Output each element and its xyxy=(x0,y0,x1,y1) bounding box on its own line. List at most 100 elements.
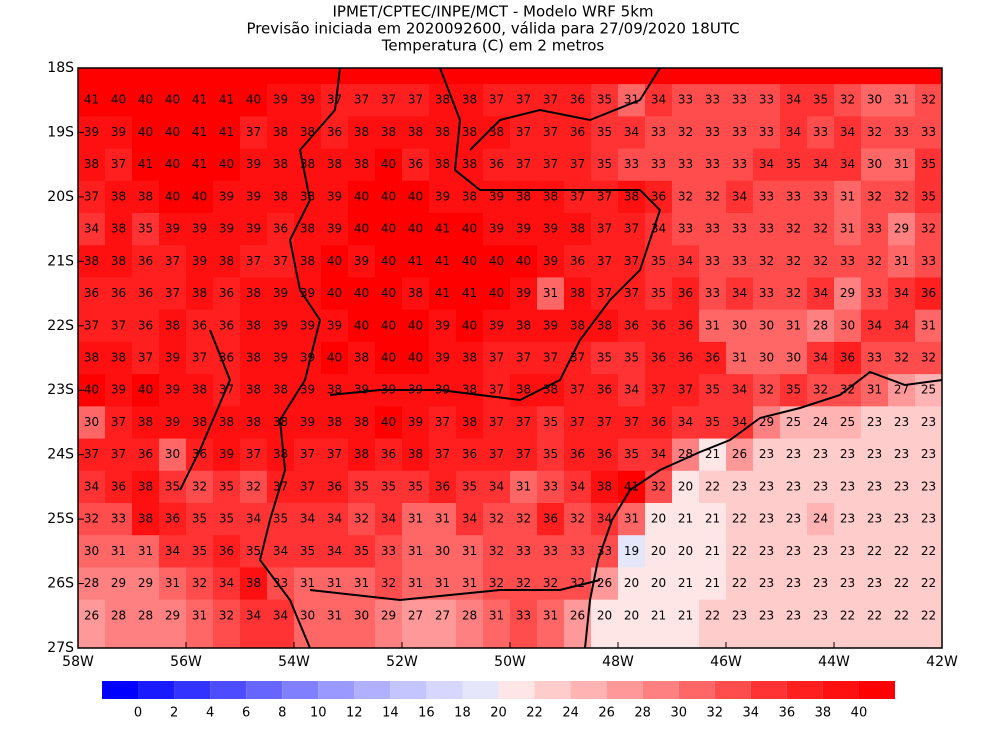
cell xyxy=(537,535,565,568)
cell-value: 35 xyxy=(408,479,423,493)
title: IPMET/CPTEC/INPE/MCT - Modelo WRF 5km xyxy=(332,3,653,21)
colorbar-label: 34 xyxy=(743,706,760,721)
cell xyxy=(780,438,808,472)
cell-value: 31 xyxy=(705,318,720,332)
y-tick-label: 23S xyxy=(47,382,74,398)
cell-value: 37 xyxy=(570,351,585,365)
axes: 58W 56W 54W 52W 50W 48W 46W 44W 42W 18S 19S 20S 21S 2… xyxy=(47,60,958,670)
cell-value: 27 xyxy=(894,383,909,397)
cell xyxy=(186,213,214,246)
cell-value: 34 xyxy=(651,93,666,107)
cell-value: 34 xyxy=(624,125,639,139)
cell xyxy=(267,84,295,117)
cell xyxy=(456,406,484,440)
cell-value: 39 xyxy=(192,254,207,268)
cell-value: 32 xyxy=(867,189,882,203)
cell xyxy=(591,470,619,504)
cell xyxy=(375,470,403,504)
cell-value: 31 xyxy=(624,512,639,526)
cell-value: 23 xyxy=(759,479,774,493)
cell-value: 40 xyxy=(381,318,396,332)
cell xyxy=(780,470,808,504)
cell-value: 29 xyxy=(759,415,774,429)
cell-value: 32 xyxy=(354,512,369,526)
cell xyxy=(618,567,646,601)
cell xyxy=(618,406,646,440)
cell xyxy=(78,277,106,311)
cell xyxy=(618,148,646,182)
cell-value: 38 xyxy=(462,125,477,139)
cell-value: 40 xyxy=(462,318,477,332)
cell xyxy=(645,503,673,536)
state-border xyxy=(469,67,661,151)
cell-value: 37 xyxy=(597,286,612,300)
cell xyxy=(807,277,835,311)
cell-value: 19 xyxy=(624,544,639,558)
cell-value: 36 xyxy=(408,157,423,171)
cell-value: 39 xyxy=(246,189,261,203)
cell-value: 37 xyxy=(489,415,504,429)
cell xyxy=(888,567,916,601)
cell-value: 31 xyxy=(408,544,423,558)
colorbar-box xyxy=(750,681,787,699)
cell-value: 34 xyxy=(678,415,693,429)
cell xyxy=(321,535,349,568)
cell-value: 28 xyxy=(138,608,153,622)
cell xyxy=(564,438,592,472)
cell-value: 23 xyxy=(894,512,909,526)
cell xyxy=(105,599,133,633)
cell xyxy=(807,84,835,117)
cell xyxy=(699,535,727,568)
cell xyxy=(510,535,538,568)
cell-value: 36 xyxy=(678,351,693,365)
cell-value: 38 xyxy=(84,351,99,365)
cell-value: 29 xyxy=(381,608,396,622)
cell xyxy=(456,374,484,407)
cell-value: 34 xyxy=(651,222,666,236)
cell xyxy=(483,341,511,375)
cell xyxy=(105,535,133,568)
cell-value: 32 xyxy=(246,479,261,493)
cell-value: 35 xyxy=(219,512,234,526)
cell xyxy=(429,180,457,214)
cell-value: 39 xyxy=(300,93,315,107)
cell xyxy=(132,470,160,504)
cell-value: 33 xyxy=(759,222,774,236)
cell xyxy=(132,535,160,568)
cell-value: 33 xyxy=(732,222,747,236)
cell xyxy=(132,116,160,150)
cell-value: 23 xyxy=(840,544,855,558)
cell xyxy=(483,277,511,311)
cell-value: 36 xyxy=(84,286,99,300)
cell-value: 25 xyxy=(840,415,855,429)
cell xyxy=(564,245,592,278)
cell-value: 23 xyxy=(813,576,828,590)
cell xyxy=(105,277,133,311)
cell xyxy=(186,470,214,504)
cell-value: 23 xyxy=(840,576,855,590)
cell xyxy=(591,148,619,182)
cell xyxy=(429,245,457,278)
cell xyxy=(267,341,295,375)
cell xyxy=(618,180,646,214)
cell-value: 35 xyxy=(813,93,828,107)
cell-value: 34 xyxy=(381,512,396,526)
cell-value: 30 xyxy=(867,93,882,107)
cell-value: 38 xyxy=(327,383,342,397)
colorbar-box xyxy=(138,681,175,699)
cell-value: 38 xyxy=(408,125,423,139)
cell xyxy=(753,470,781,504)
cell-value: 32 xyxy=(813,383,828,397)
colorbar-label: 24 xyxy=(562,706,579,721)
cell xyxy=(753,406,781,440)
cell xyxy=(591,116,619,150)
colorbar-label: 4 xyxy=(206,706,214,721)
cell xyxy=(699,374,727,407)
cell xyxy=(105,567,133,601)
cell-value: 38 xyxy=(381,125,396,139)
cell-value: 28 xyxy=(678,447,693,461)
cell-value: 23 xyxy=(894,447,909,461)
cell-value: 32 xyxy=(678,189,693,203)
cell-value: 38 xyxy=(300,222,315,236)
cell-value: 34 xyxy=(246,608,261,622)
